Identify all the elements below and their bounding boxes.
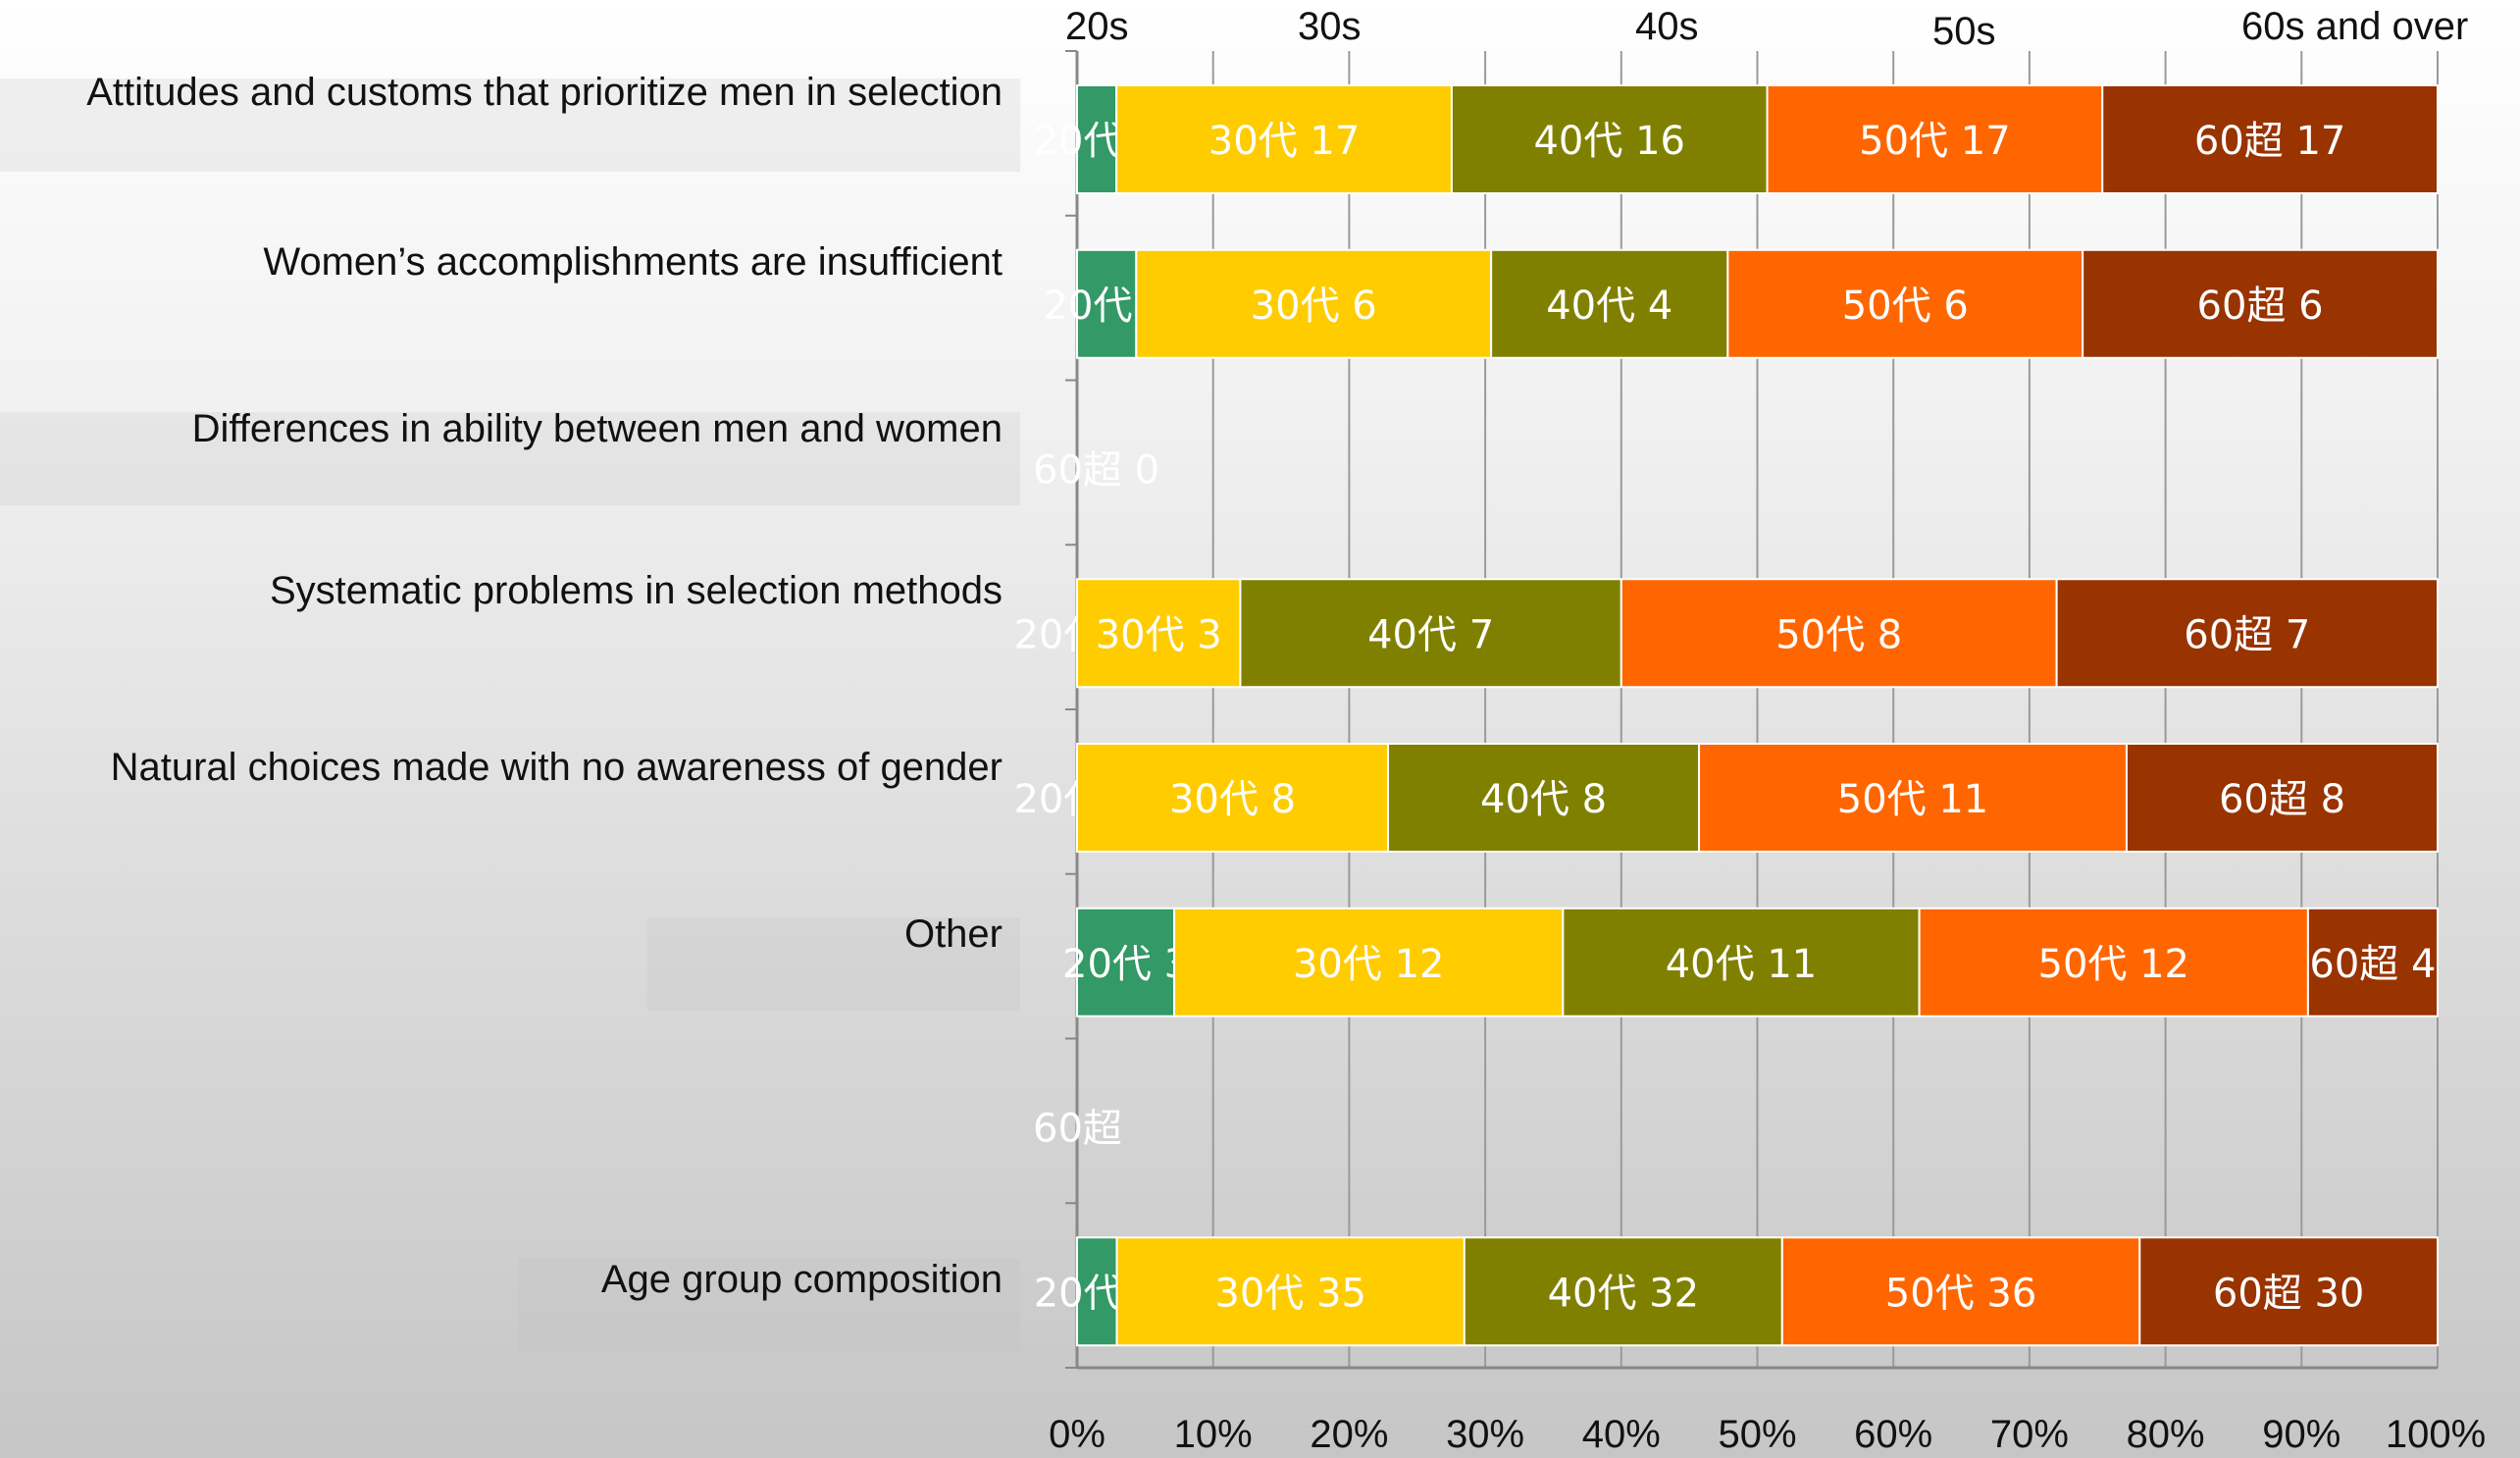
x-tick-label-6: 60% (1854, 1413, 1933, 1456)
data-label-7-4: 60超 30 (2213, 1271, 2365, 1316)
data-label-0-4: 60超 17 (2194, 119, 2346, 164)
x-tick-label-7: 70% (1989, 1413, 2069, 1456)
data-label-5-2: 40代 11 (1666, 942, 1818, 987)
x-tick-label-3: 30% (1446, 1413, 1525, 1456)
data-label-3-3: 50代 8 (1775, 612, 1902, 657)
category-label-0: Attitudes and customs that prioritize me… (86, 71, 1003, 114)
category-label-4: Natural choices made with no awareness o… (110, 746, 1003, 789)
data-label-0-3: 50代 17 (1859, 119, 2011, 164)
bar-5-0 (1076, 907, 1176, 1017)
bar-5-3 (1918, 907, 2309, 1017)
label-band-0 (0, 78, 1020, 172)
data-label-1-3: 50代 6 (1842, 284, 1969, 329)
bar-3-1 (1076, 578, 1242, 689)
x-tick-label-5: 50% (1718, 1413, 1797, 1456)
x-tick-label-2: 20% (1310, 1413, 1389, 1456)
empty-row-label-6: 60超 (1033, 1107, 1122, 1152)
bar-0-2 (1450, 84, 1769, 194)
x-tick-label-0: 0% (1049, 1413, 1106, 1456)
data-label-1-1: 30代 6 (1251, 284, 1377, 329)
bar-1-2 (1490, 248, 1729, 359)
legend-label-1: 30s (1298, 5, 1362, 48)
data-label-1-2: 40代 4 (1546, 284, 1672, 329)
bar-4-4 (2125, 743, 2439, 853)
data-label-5-4: 60超 4 (2309, 942, 2436, 987)
legend-label-0: 20s (1065, 5, 1129, 48)
data-label-1-4: 60超 6 (2197, 284, 2324, 329)
data-label-7-3: 50代 36 (1885, 1271, 2037, 1316)
data-label-5-0: 20代 3 (1062, 942, 1189, 987)
legend-label-4: 60s and over (2241, 5, 2469, 48)
data-label-4-3: 50代 11 (1837, 777, 1989, 822)
category-label-3: Systematic problems in selection methods (270, 569, 1003, 612)
data-label-3-1: 30代 3 (1096, 612, 1222, 657)
data-label-7-2: 40代 32 (1548, 1271, 1700, 1316)
label-band-2 (647, 917, 1020, 1011)
bar-7-4 (2138, 1236, 2439, 1347)
x-tick-label-1: 10% (1173, 1413, 1253, 1456)
bar-3-3 (1620, 578, 2058, 689)
data-label-4-4: 60超 8 (2219, 777, 2345, 822)
bar-1-1 (1135, 248, 1493, 359)
category-label-2: Differences in ability between men and w… (191, 407, 1003, 450)
x-tick-label-9: 90% (2262, 1413, 2341, 1456)
data-label-3-2: 40代 7 (1367, 612, 1494, 657)
bar-1-3 (1726, 248, 2084, 359)
data-label-5-1: 30代 12 (1293, 942, 1445, 987)
data-label-0-1: 30代 17 (1209, 119, 1361, 164)
bar-7-3 (1780, 1236, 2141, 1347)
category-label-1: Women’s accomplishments are insufficient (263, 240, 1003, 284)
x-tick-label-4: 40% (1581, 1413, 1661, 1456)
bar-3-4 (2055, 578, 2439, 689)
category-label-5: Other (903, 912, 1003, 956)
data-label-7-1: 30代 35 (1214, 1271, 1366, 1316)
bar-4-3 (1698, 743, 2128, 853)
x-tick-label-8: 80% (2126, 1413, 2205, 1456)
legend-label-2: 40s (1635, 5, 1699, 48)
empty-row-label-2: 60超 0 (1033, 448, 1159, 494)
bar-3-2 (1239, 578, 1622, 689)
bar-7-1 (1115, 1236, 1466, 1347)
data-label-0-2: 40代 16 (1533, 119, 1685, 164)
data-label-5-3: 50代 12 (2038, 942, 2190, 987)
x-tick-label-10: 100% (2385, 1413, 2487, 1456)
label-band-3 (518, 1259, 1020, 1352)
bar-5-4 (2306, 907, 2440, 1017)
bar-5-2 (1562, 907, 1921, 1017)
legend-label-3: 50s (1932, 10, 1996, 53)
category-label-7: Age group composition (600, 1258, 1003, 1301)
data-label-3-4: 60超 7 (2184, 612, 2310, 657)
label-band-1 (0, 412, 1020, 505)
bar-0-3 (1766, 84, 2104, 194)
bar-1-0 (1076, 248, 1138, 359)
data-label-4-1: 30代 8 (1169, 777, 1296, 822)
bar-0-4 (2101, 84, 2440, 194)
data-label-4-2: 40代 8 (1480, 777, 1607, 822)
bar-1-4 (2082, 248, 2439, 359)
bar-4-1 (1076, 743, 1390, 853)
bar-0-1 (1115, 84, 1453, 194)
bar-7-0 (1076, 1236, 1118, 1347)
bar-5-1 (1173, 907, 1565, 1017)
bar-7-2 (1463, 1236, 1783, 1347)
